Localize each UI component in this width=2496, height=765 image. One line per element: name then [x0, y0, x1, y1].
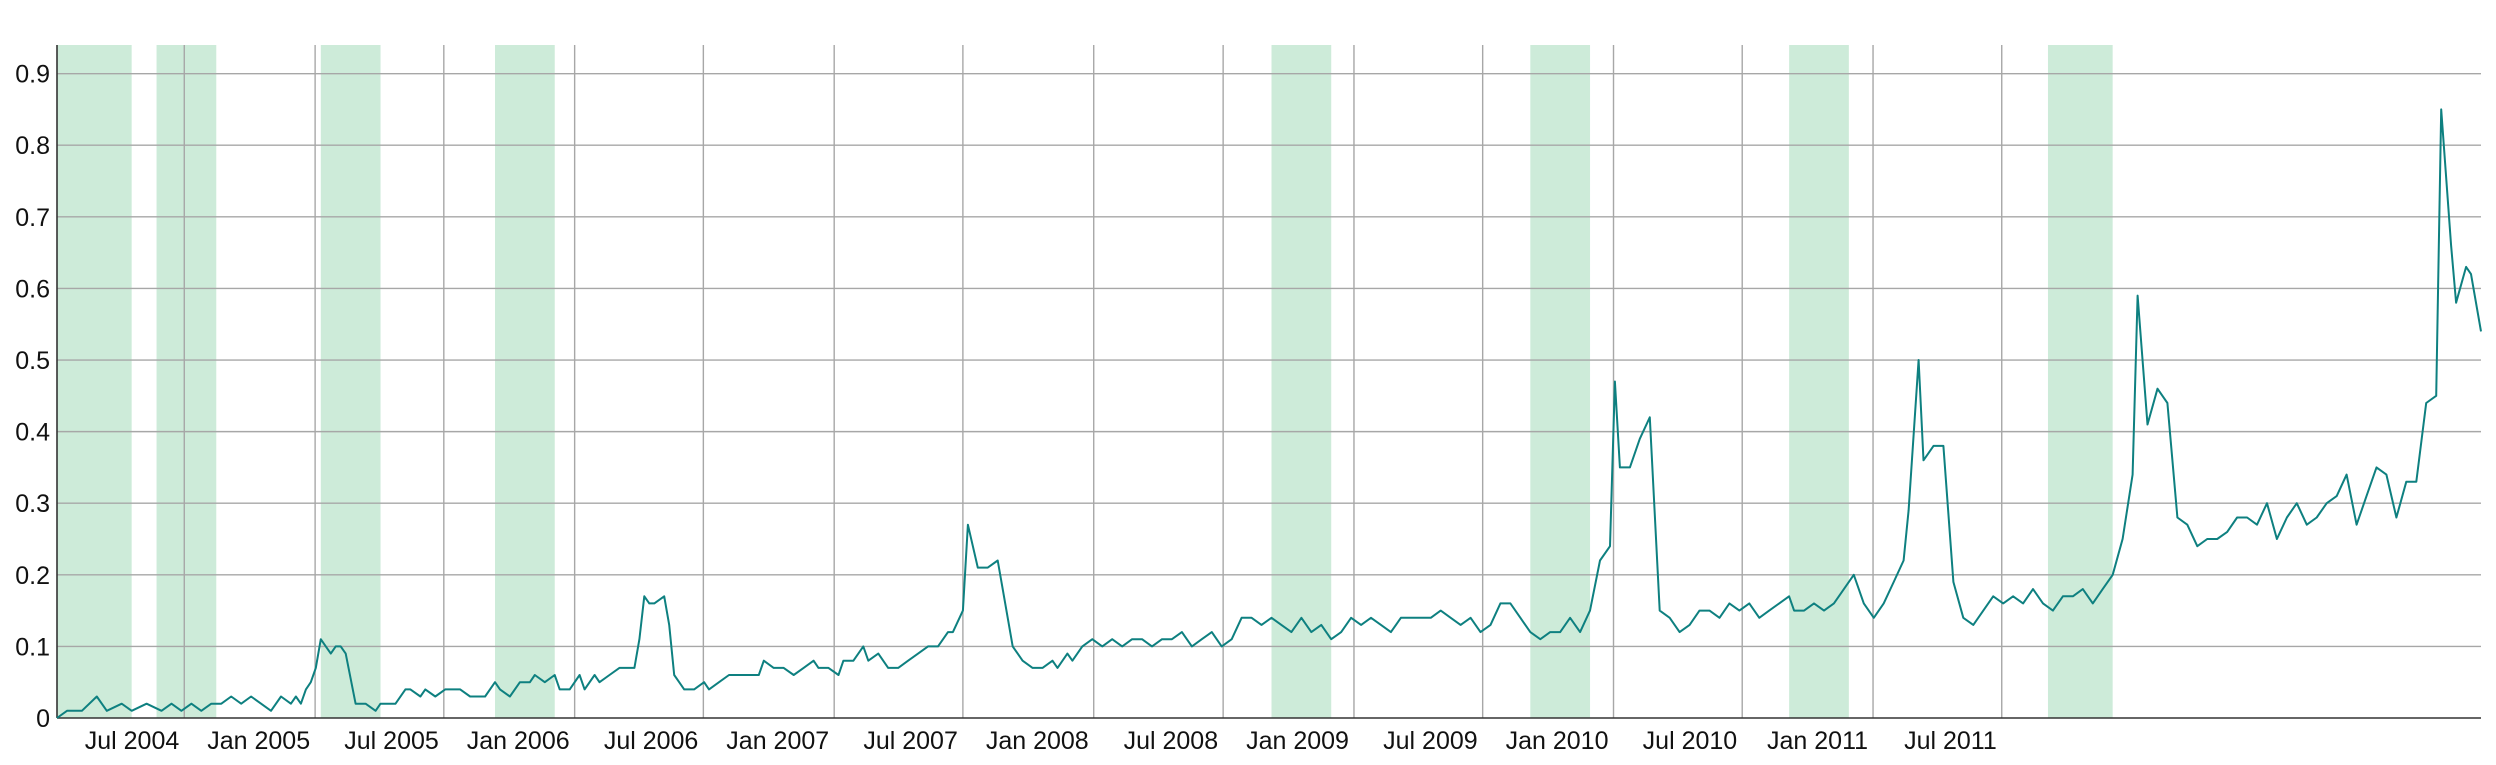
- shaded-period: [495, 45, 555, 718]
- shaded-period: [57, 45, 132, 718]
- x-tick-label: Jan 2007: [726, 727, 829, 755]
- y-tick-label: 0: [36, 705, 50, 733]
- shaded-period: [1530, 45, 1591, 718]
- x-tick-label: Jan 2008: [986, 727, 1089, 755]
- axes: [56, 45, 2481, 719]
- x-tick-label: Jul 2011: [1904, 727, 1997, 755]
- x-tick-label: Jul 2008: [1124, 727, 1219, 755]
- y-tick-label: 0.4: [15, 419, 50, 447]
- x-tick-label: Jan 2005: [207, 727, 310, 755]
- y-tick-label: 0.2: [15, 562, 50, 590]
- y-tick-label: 0.5: [15, 347, 50, 375]
- x-tick-label: Jan 2009: [1246, 727, 1349, 755]
- y-tick-label: 0.9: [15, 61, 50, 89]
- series: [56, 108, 2482, 719]
- shaded-period: [1271, 45, 1332, 718]
- x-tick-label: Jul 2005: [344, 727, 439, 755]
- y-tick-label: 0.3: [15, 490, 50, 518]
- tick-labels: 0 0.1 0.2 0.3 0.4 0.5 0.6 0.7 0.8 0.9 Jul 2004 Jan …: [15, 61, 1997, 755]
- y-tick-label: 0.6: [15, 275, 50, 303]
- x-tick-label: Jul 2004: [85, 727, 180, 755]
- shaded-period: [320, 45, 381, 718]
- x-tick-label: Jul 2006: [604, 727, 699, 755]
- y-tick-label: 0.1: [15, 633, 50, 661]
- shaded-period: [1789, 45, 1849, 718]
- x-tick-label: Jul 2010: [1643, 727, 1738, 755]
- series-line: [56, 108, 2482, 719]
- x-tick-label: Jan 2011: [1767, 727, 1868, 755]
- x-tick-label: Jul 2007: [863, 727, 958, 755]
- shaded-period: [2047, 45, 2113, 718]
- x-tick-label: Jul 2009: [1383, 727, 1478, 755]
- gridlines: [57, 45, 2481, 718]
- y-tick-label: 0.8: [15, 132, 50, 160]
- x-tick-label: Jan 2010: [1506, 727, 1609, 755]
- y-tick-label: 0.7: [15, 204, 50, 232]
- shaded-period: [156, 45, 217, 718]
- x-tick-label: Jan 2006: [467, 727, 570, 755]
- shaded-periods: [57, 45, 2113, 718]
